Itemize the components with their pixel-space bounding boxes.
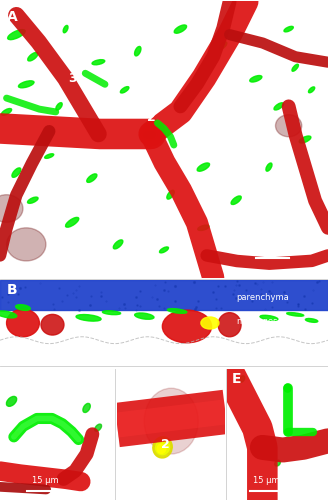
Ellipse shape <box>174 25 187 34</box>
Ellipse shape <box>231 196 241 204</box>
Ellipse shape <box>274 103 284 110</box>
Ellipse shape <box>292 64 298 72</box>
Text: E: E <box>232 372 241 386</box>
Ellipse shape <box>153 437 172 458</box>
Text: 1: 1 <box>232 166 240 179</box>
Ellipse shape <box>56 102 62 110</box>
Ellipse shape <box>92 60 105 65</box>
Ellipse shape <box>63 26 68 33</box>
Ellipse shape <box>167 190 174 199</box>
Ellipse shape <box>140 129 158 140</box>
Ellipse shape <box>157 444 166 454</box>
Text: parenchyma: parenchyma <box>236 292 289 302</box>
Ellipse shape <box>198 225 209 230</box>
Ellipse shape <box>41 314 64 335</box>
Ellipse shape <box>12 168 21 177</box>
Text: 10 μm: 10 μm <box>146 476 173 485</box>
Ellipse shape <box>2 108 11 116</box>
Ellipse shape <box>8 30 25 40</box>
Ellipse shape <box>28 197 38 203</box>
Ellipse shape <box>201 317 219 329</box>
Ellipse shape <box>197 163 210 172</box>
Text: meninges: meninges <box>236 317 278 326</box>
Ellipse shape <box>16 304 30 310</box>
Circle shape <box>276 114 302 136</box>
Ellipse shape <box>162 310 212 343</box>
Text: C: C <box>6 372 16 386</box>
Text: 25 μm: 25 μm <box>229 345 256 354</box>
Ellipse shape <box>284 26 293 32</box>
Text: 1: 1 <box>28 430 37 444</box>
Ellipse shape <box>13 432 19 437</box>
Ellipse shape <box>0 311 17 318</box>
Ellipse shape <box>260 316 278 320</box>
Text: 25 μm: 25 μm <box>259 240 286 249</box>
Ellipse shape <box>143 131 155 138</box>
Ellipse shape <box>155 440 170 454</box>
Circle shape <box>7 228 46 261</box>
Circle shape <box>0 194 23 222</box>
Circle shape <box>144 388 198 454</box>
Ellipse shape <box>159 247 169 253</box>
Text: A: A <box>7 10 17 24</box>
Ellipse shape <box>134 46 141 56</box>
Bar <box>0 280 328 310</box>
Ellipse shape <box>66 218 79 227</box>
Text: 3: 3 <box>68 72 76 86</box>
Text: 3: 3 <box>296 404 304 417</box>
Text: B: B <box>7 282 17 296</box>
Ellipse shape <box>28 52 38 61</box>
Text: 15 μm: 15 μm <box>253 476 280 485</box>
Ellipse shape <box>284 384 291 392</box>
Ellipse shape <box>76 314 101 321</box>
Ellipse shape <box>135 313 154 320</box>
Ellipse shape <box>218 312 241 337</box>
Ellipse shape <box>167 308 187 314</box>
Ellipse shape <box>120 86 129 93</box>
Text: 2: 2 <box>161 438 170 452</box>
Ellipse shape <box>275 460 280 466</box>
Ellipse shape <box>18 81 34 88</box>
Ellipse shape <box>287 312 304 316</box>
Ellipse shape <box>83 404 90 412</box>
Ellipse shape <box>239 376 245 382</box>
Ellipse shape <box>305 318 318 322</box>
Ellipse shape <box>7 309 39 337</box>
Ellipse shape <box>299 136 311 143</box>
Text: 15 μm: 15 μm <box>32 476 58 485</box>
Ellipse shape <box>113 240 123 249</box>
Ellipse shape <box>308 87 315 93</box>
Ellipse shape <box>95 424 102 432</box>
Ellipse shape <box>266 163 272 171</box>
Ellipse shape <box>7 396 17 406</box>
Ellipse shape <box>219 42 227 50</box>
Text: D: D <box>123 372 134 386</box>
Text: skull bone: skull bone <box>236 344 279 354</box>
Ellipse shape <box>87 174 97 182</box>
Ellipse shape <box>102 310 121 314</box>
Ellipse shape <box>250 76 262 82</box>
Ellipse shape <box>45 154 54 158</box>
Text: 2: 2 <box>147 111 155 124</box>
